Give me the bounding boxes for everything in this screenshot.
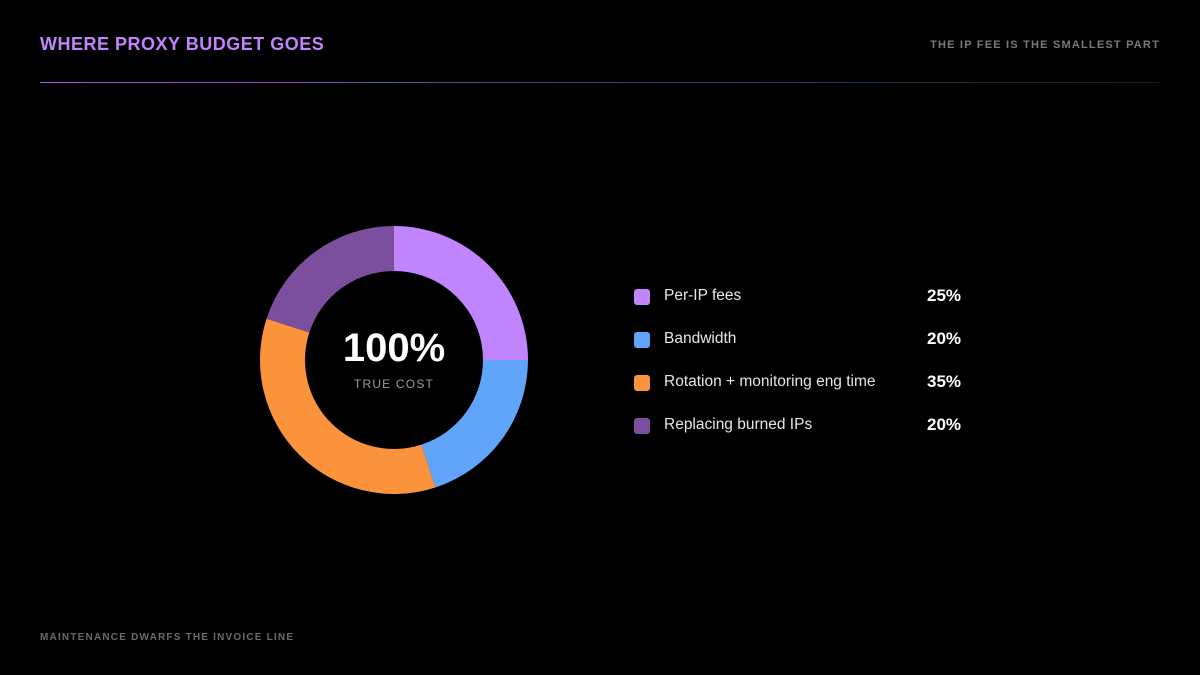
legend-value: 25% xyxy=(927,286,962,305)
legend-swatch xyxy=(634,375,650,391)
donut-slice-2 xyxy=(421,360,528,488)
footer-caption: MAINTENANCE DWARFS THE INVOICE LINE xyxy=(40,632,295,643)
legend-item: Replacing burned IPs 20% xyxy=(634,412,974,455)
legend-value: 20% xyxy=(927,329,962,348)
page-title: WHERE PROXY BUDGET GOES xyxy=(40,34,325,54)
chart-legend: Per-IP fees 25% Bandwidth 20% Rotation + mon… xyxy=(634,283,974,455)
legend-swatch xyxy=(634,289,650,305)
legend-label: Rotation + monitoring eng time xyxy=(664,373,876,390)
legend-item: Bandwidth 20% xyxy=(634,326,974,369)
page-subtitle: THE IP FEE IS THE SMALLEST PART xyxy=(930,39,1160,51)
donut-chart xyxy=(260,226,528,494)
legend-value: 35% xyxy=(927,372,962,391)
legend-swatch xyxy=(634,332,650,348)
donut-slice-4 xyxy=(266,226,394,333)
legend-label: Bandwidth xyxy=(664,330,737,347)
legend-item: Per-IP fees 25% xyxy=(634,283,974,326)
legend-item: Rotation + monitoring eng time 35% xyxy=(634,369,974,412)
donut-center-value: 100% xyxy=(342,326,446,370)
legend-swatch xyxy=(634,418,650,434)
donut-slice-3 xyxy=(260,318,436,494)
legend-label: Replacing burned IPs xyxy=(664,416,813,433)
header-divider xyxy=(40,82,1160,83)
legend-value: 20% xyxy=(927,415,962,434)
donut-center-label: TRUE COST xyxy=(353,377,435,391)
legend-label: Per-IP fees xyxy=(664,287,742,304)
donut-slice-1 xyxy=(394,226,528,360)
